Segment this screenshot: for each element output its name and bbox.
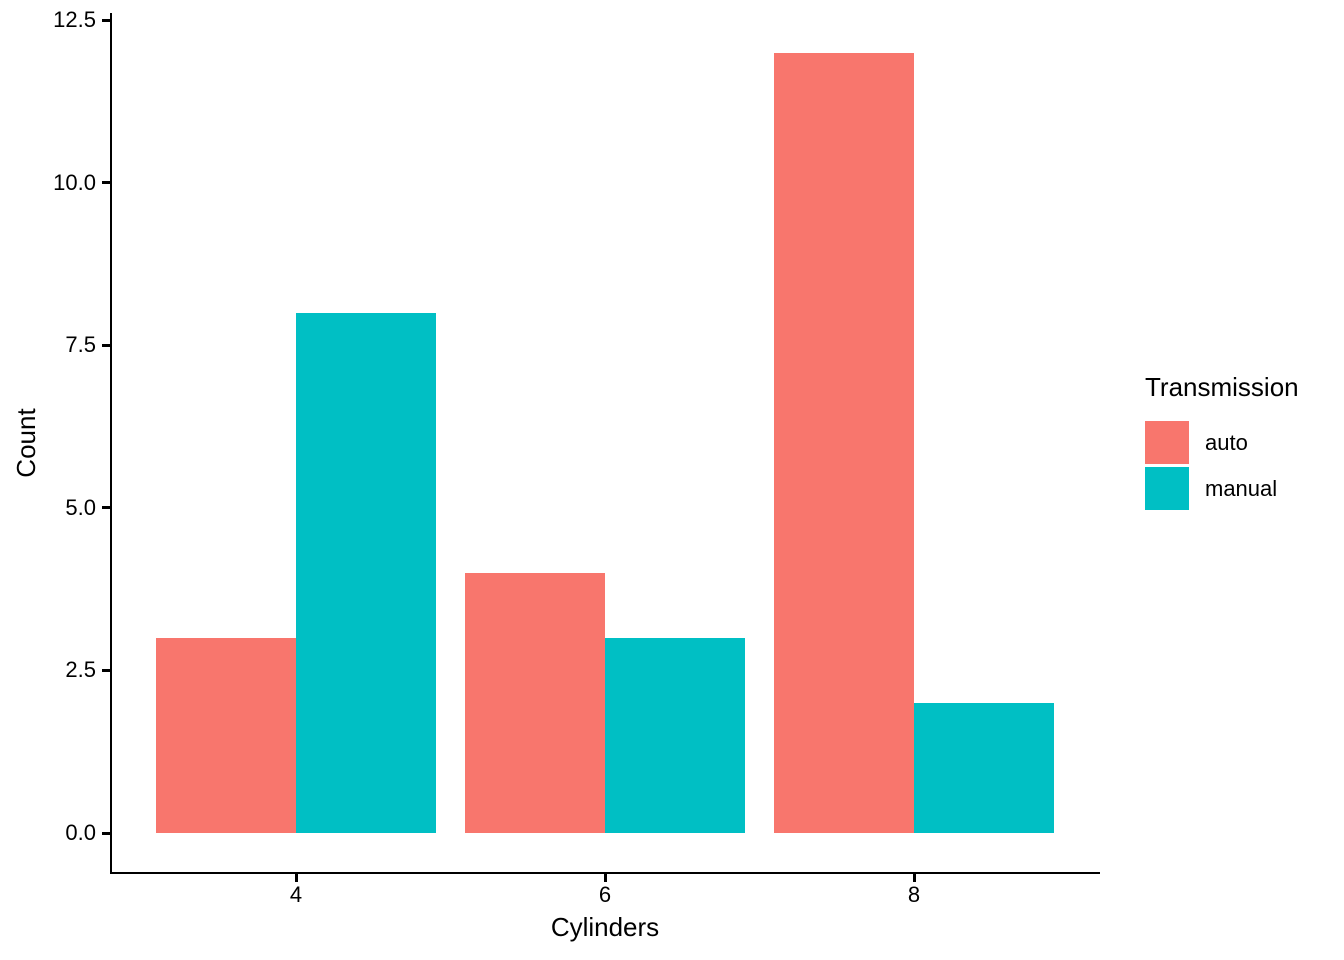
bar-auto-cyl-8 [774, 52, 914, 833]
y-tick-label-7.5: 7.5 [65, 332, 96, 358]
y-tick-label-2.5: 2.5 [65, 657, 96, 683]
y-tick-label-10.0: 10.0 [53, 169, 96, 195]
x-tick-label-4: 4 [289, 882, 303, 907]
y-tick-mark-7.5 [102, 343, 110, 347]
x-tick-label-6: 6 [598, 882, 612, 907]
bar-auto-cyl-6 [465, 572, 605, 833]
bar-manual-cyl-6 [605, 637, 745, 833]
y-axis-line [110, 13, 112, 874]
legend-swatch-manual [1145, 467, 1189, 510]
bar-manual-cyl-8 [914, 702, 1054, 833]
bar-auto-cyl-4 [156, 637, 296, 833]
legend-label-auto: auto [1205, 429, 1248, 455]
x-tick-mark-8 [912, 874, 916, 882]
x-tick-label-8: 8 [907, 882, 921, 907]
x-tick-mark-4 [294, 874, 298, 882]
legend-title: Transmission [1145, 372, 1299, 402]
legend-label-manual: manual [1205, 475, 1278, 501]
y-axis-title: Count [11, 408, 41, 478]
y-tick-mark-0.0 [102, 831, 110, 835]
y-tick-mark-2.5 [102, 668, 110, 672]
legend-swatch-auto [1145, 421, 1189, 464]
y-tick-label-5.0: 5.0 [65, 494, 96, 520]
legend-entry-auto: auto [1145, 421, 1335, 464]
y-tick-mark-12.5 [102, 18, 110, 22]
bar-manual-cyl-4 [296, 312, 436, 833]
legend: Transmission auto manual [1145, 372, 1335, 510]
y-tick-label-12.5: 12.5 [53, 7, 96, 32]
x-axis-line [110, 872, 1100, 874]
x-axis-title: Cylinders [550, 912, 660, 942]
y-tick-mark-5.0 [102, 506, 110, 510]
y-tick-label-0.0: 0.0 [65, 820, 96, 845]
y-tick-mark-10.0 [102, 181, 110, 185]
x-tick-mark-6 [603, 874, 607, 882]
legend-entry-manual: manual [1145, 467, 1335, 510]
legend-entries: auto manual [1145, 421, 1335, 510]
